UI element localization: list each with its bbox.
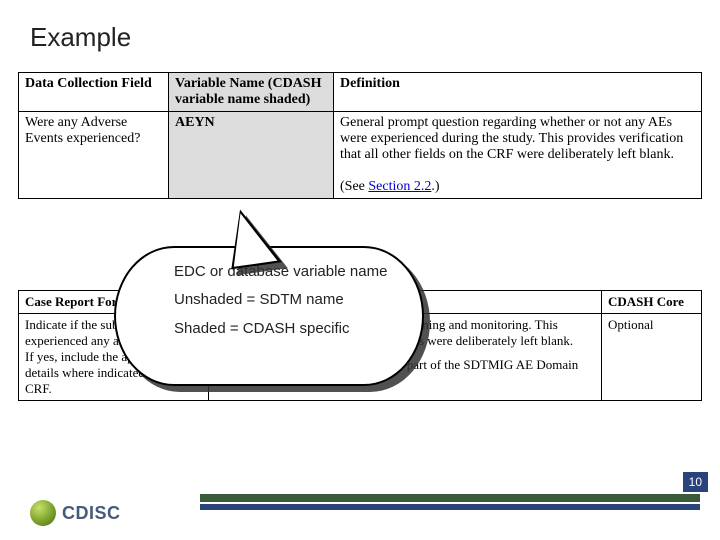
definition-table: Data Collection Field Variable Name (CDA… (18, 72, 702, 199)
cell-varname: AEYN (169, 112, 334, 199)
col-header-core: CDASH Core (602, 291, 702, 314)
callout-text-3: Shaded = CDASH specific (174, 319, 396, 339)
footer-divider (200, 494, 700, 510)
cell-core: Optional (602, 314, 702, 401)
cell-field: Were any Adverse Events experienced? (19, 112, 169, 199)
callout-tail (227, 209, 278, 267)
cdisc-logo: CDISC (30, 500, 121, 526)
page-title: Example (30, 22, 131, 53)
col-header-definition: Definition (334, 73, 702, 112)
globe-icon (30, 500, 56, 526)
col-header-field: Data Collection Field (19, 73, 169, 112)
logo-text: CDISC (62, 503, 121, 524)
callout-text-2: Unshaded = SDTM name (174, 290, 396, 310)
section-link[interactable]: Section 2.2 (368, 179, 431, 194)
cell-definition: General prompt question regarding whethe… (334, 112, 702, 199)
table-row: Were any Adverse Events experienced? AEY… (19, 112, 702, 199)
col-header-variable-name: Variable Name (CDASH variable name shade… (169, 73, 334, 112)
page-number-badge: 10 (683, 472, 708, 492)
